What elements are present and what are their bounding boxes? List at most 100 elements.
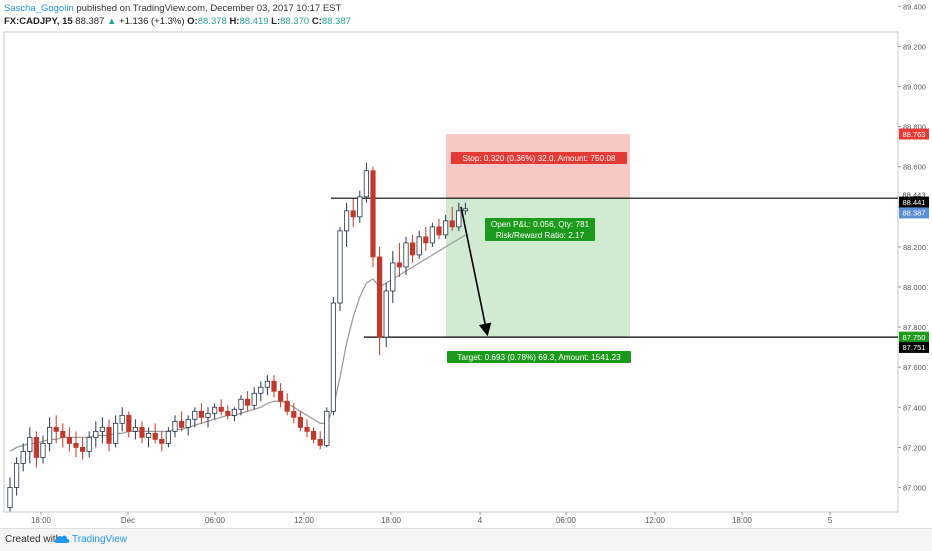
price-label: 88.387 <box>903 209 926 218</box>
candle <box>60 423 66 448</box>
candle <box>429 222 436 247</box>
candle <box>350 198 356 227</box>
candle-body <box>93 430 99 438</box>
candle-body <box>13 463 20 488</box>
price-label-bg <box>899 341 929 353</box>
candle <box>113 415 119 448</box>
candle-body <box>462 208 469 212</box>
candle-body <box>324 410 330 446</box>
candle <box>423 226 429 251</box>
x-tick-label: 12:00 <box>294 516 315 525</box>
stop-label-bg <box>451 152 627 164</box>
change-value: +1.136 (+1.3%) <box>119 16 185 27</box>
open-label: O: <box>187 16 198 27</box>
candle <box>324 407 330 448</box>
symbol-name[interactable]: FX:CADJPY, 15 <box>4 16 73 27</box>
candle <box>449 206 455 231</box>
candle-body <box>47 426 53 444</box>
price-label: 87.751 <box>903 343 926 352</box>
candle-body <box>231 408 237 416</box>
candle-body <box>456 210 462 228</box>
triangle-up-icon: ▲ <box>106 16 117 27</box>
candle <box>139 421 145 444</box>
candle-body <box>53 426 59 432</box>
candle-body <box>106 426 112 444</box>
candle-body <box>139 426 145 438</box>
candle <box>66 427 72 452</box>
candle <box>409 234 416 263</box>
y-tick-label: 89.000 <box>903 83 926 92</box>
close-value: 88.387 <box>321 16 351 27</box>
candle <box>284 393 290 416</box>
y-tick-label: 87.000 <box>903 484 926 493</box>
candle-body <box>383 290 389 338</box>
candle <box>244 391 251 412</box>
candle <box>218 399 224 416</box>
candle-body <box>99 426 105 432</box>
price-label: 87.750 <box>903 333 926 342</box>
candle-body <box>80 446 86 452</box>
candle-body <box>442 220 449 236</box>
x-tick-label: 12:00 <box>645 516 666 525</box>
candle <box>165 427 171 448</box>
tradingview-brand[interactable]: TradingView <box>72 534 128 545</box>
candle-body <box>304 426 310 432</box>
y-tick-label: 88.600 <box>903 163 926 172</box>
candle-body <box>343 210 350 232</box>
candle-body <box>310 430 317 440</box>
candle <box>33 431 40 468</box>
candle <box>172 415 178 438</box>
candle-body <box>390 262 396 292</box>
candle-body <box>126 414 132 432</box>
candle-body <box>258 386 264 394</box>
candle-body <box>416 236 422 256</box>
candle <box>205 407 211 428</box>
candle-body <box>20 451 26 464</box>
y-tick-label: 88.200 <box>903 243 926 252</box>
x-tick-label: 4 <box>478 516 483 525</box>
candle-body <box>113 422 119 444</box>
low-value: 88.370 <box>280 16 310 27</box>
price-chart[interactable]: 87.000 87.200 87.400 87.600 87.800 88.000 88.2… <box>0 0 932 528</box>
candle <box>20 443 26 472</box>
candle-body <box>409 242 416 256</box>
price-label-bg <box>899 196 929 208</box>
open-value: 88.378 <box>197 16 227 27</box>
candle <box>225 405 231 420</box>
candle <box>456 202 462 231</box>
candle-body <box>396 262 403 268</box>
price-label-bg <box>899 189 929 201</box>
candle <box>357 190 363 223</box>
candle <box>132 419 138 440</box>
footer-bar: Created with TradingView <box>0 528 932 551</box>
candle-body <box>145 432 152 438</box>
close-label: C: <box>311 16 322 27</box>
candle-body <box>370 170 376 258</box>
candle <box>53 415 59 444</box>
candle-body <box>178 420 185 428</box>
last-price: 88.387 <box>75 16 105 27</box>
created-with-text: Created with <box>5 534 62 545</box>
chart-header: Sascha_Gogolin published on TradingView.… <box>4 2 924 30</box>
moving-average-line <box>9 234 466 452</box>
candle <box>99 417 105 444</box>
author-link[interactable]: Sascha_Gogolin <box>4 3 74 14</box>
candle <box>436 218 442 239</box>
candle <box>291 403 297 424</box>
candle-body <box>357 196 363 218</box>
candle-body <box>198 410 204 418</box>
y-tick-label: 88.800 <box>903 123 926 132</box>
candle <box>363 162 370 203</box>
candle <box>251 387 257 410</box>
candle-body <box>60 430 66 438</box>
tradingview-cloud-icon[interactable] <box>54 532 70 549</box>
candle-body <box>165 430 171 444</box>
candle <box>73 431 79 458</box>
candle-body <box>376 256 383 338</box>
y-tick-label: 87.600 <box>903 363 926 372</box>
candle-body <box>429 226 436 244</box>
candle <box>145 427 152 448</box>
publish-line: Sascha_Gogolin published on TradingView.… <box>4 2 924 15</box>
price-label: 88.443 <box>903 190 926 199</box>
open-pnl-label-bg <box>485 218 595 230</box>
